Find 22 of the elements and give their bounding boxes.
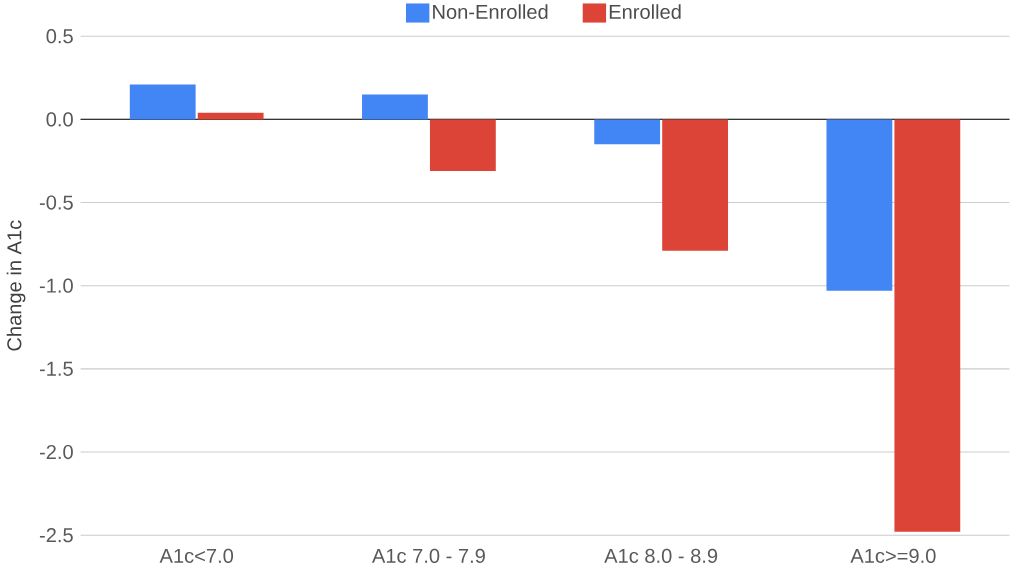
bar [594, 119, 661, 145]
legend-label: Non-Enrolled [433, 4, 548, 20]
bar [662, 119, 729, 251]
bar [129, 84, 196, 120]
x-tick-label: A1c 7.0 - 7.9 [371, 548, 485, 564]
x-tick-label: A1c<7.0 [159, 548, 234, 564]
y-axis-title: Change in A1c [6, 220, 26, 351]
x-tick-label: A1c 8.0 - 8.9 [604, 548, 718, 564]
y-tick-label: -1.5 [39, 362, 73, 377]
y-tick-label: -2.0 [39, 445, 73, 460]
y-tick-label: -0.5 [39, 195, 73, 210]
y-tick-label: -2.5 [39, 528, 73, 543]
bar [826, 119, 893, 291]
bar [429, 119, 496, 172]
legend-label: Enrolled [609, 4, 681, 20]
y-tick-label: 0.0 [46, 112, 73, 127]
bar [197, 112, 264, 120]
x-tick-label: A1c>=9.0 [850, 548, 936, 564]
bar [362, 94, 428, 120]
y-tick-label: 0.5 [46, 29, 73, 44]
y-tick-label: -1.0 [39, 278, 73, 293]
bar [894, 119, 961, 533]
